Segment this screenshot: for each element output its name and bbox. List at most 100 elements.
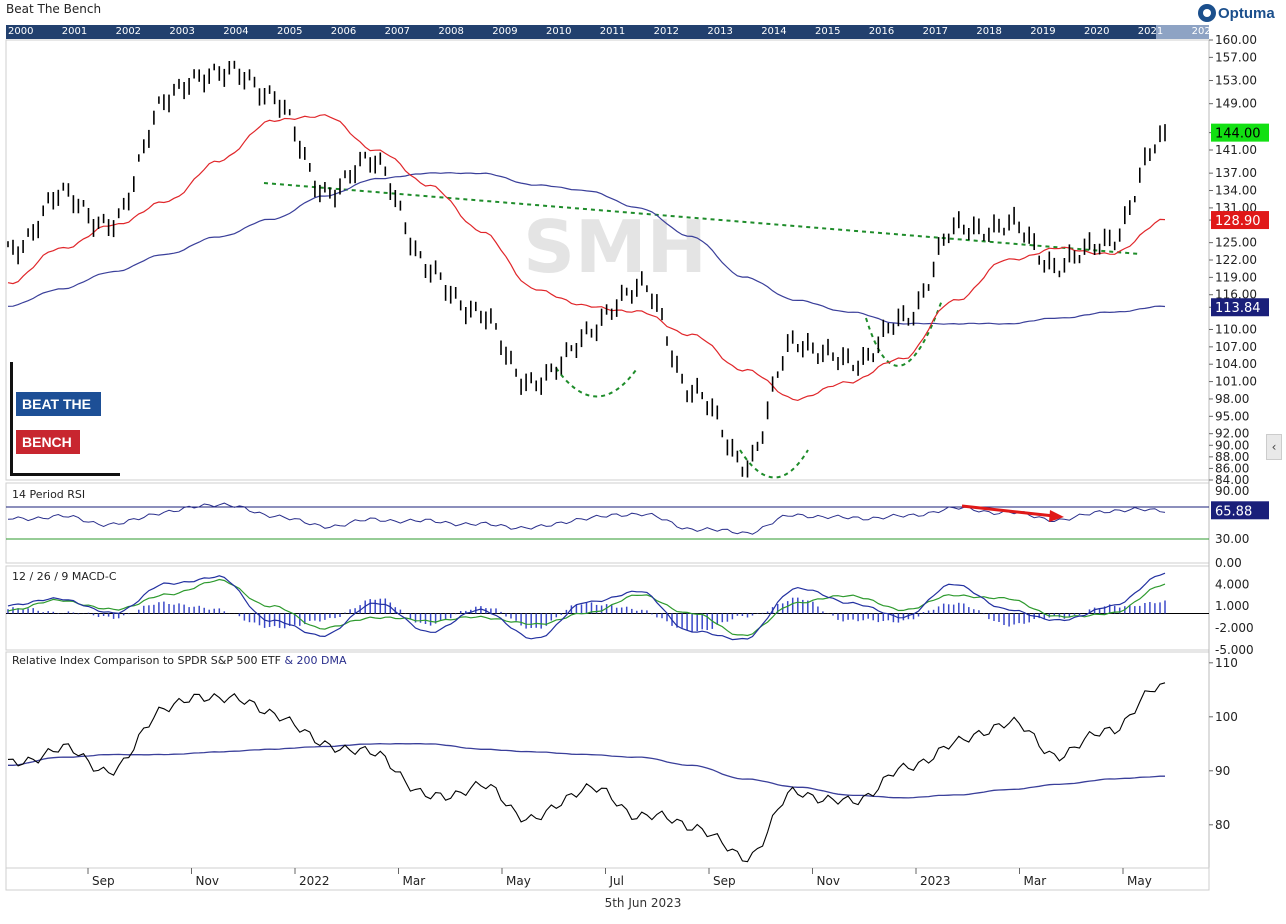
macd-axis-label: -2.000 bbox=[1215, 621, 1254, 635]
price-axis-label: 104.00 bbox=[1215, 357, 1257, 371]
x-axis-label: Sep bbox=[92, 874, 115, 888]
timeline-year-label: 2012 bbox=[653, 26, 680, 37]
panel-frame-3 bbox=[5, 651, 1210, 869]
macd-axis-label: 4.000 bbox=[1215, 577, 1249, 591]
price-axis-label: 101.00 bbox=[1215, 375, 1257, 389]
timeline-year-label: 2006 bbox=[330, 26, 357, 37]
price-axis-label: 125.00 bbox=[1215, 236, 1257, 250]
x-axis-label: Mar bbox=[1024, 874, 1047, 888]
timeline-year-label: 2021 bbox=[1137, 26, 1164, 37]
timeline-year-label: 2009 bbox=[492, 26, 518, 37]
timeline-year-label: 2013 bbox=[707, 26, 733, 37]
ma50-badge: 128.90 bbox=[1215, 214, 1261, 229]
price-axis-label: 149.00 bbox=[1215, 97, 1257, 111]
price-axis-label: 86.00 bbox=[1215, 461, 1249, 475]
price-axis-label: 107.00 bbox=[1215, 340, 1257, 354]
ma200-badge-bg bbox=[1211, 298, 1269, 317]
divergence-arrowhead bbox=[1049, 510, 1064, 522]
macd-line bbox=[7, 572, 1166, 641]
rsi-axis-label: 0.00 bbox=[1215, 556, 1242, 570]
x-axis-label: 2023 bbox=[920, 874, 951, 888]
timeline-year-label: 2002 bbox=[115, 26, 142, 37]
macd-panel-title: 12 / 26 / 9 MACD-C bbox=[12, 570, 117, 583]
x-axis-strip bbox=[5, 867, 1210, 891]
price-axis-label: 92.00 bbox=[1215, 427, 1249, 441]
price-axis-label: 88.00 bbox=[1215, 450, 1249, 464]
optuma-logo: Optuma bbox=[1198, 2, 1275, 24]
price-axis-label: 137.00 bbox=[1215, 166, 1257, 180]
relative-axis-label: 100 bbox=[1215, 710, 1238, 724]
price-axis-label: 90.00 bbox=[1215, 438, 1249, 452]
optuma-logo-text: Optuma bbox=[1218, 4, 1275, 22]
x-axis-label: May bbox=[506, 874, 531, 888]
timeline-year-label: 2019 bbox=[1030, 26, 1056, 37]
x-axis-label: Mar bbox=[403, 874, 426, 888]
ma200-line bbox=[7, 172, 1166, 325]
relative-axis-label: 90 bbox=[1215, 764, 1230, 778]
chart-title: Beat The Bench bbox=[6, 2, 102, 16]
chevron-left-icon: ‹ bbox=[1271, 440, 1277, 454]
panel-frame-1 bbox=[5, 482, 1210, 564]
price-axis-label: 116.00 bbox=[1215, 288, 1257, 302]
badge-bracket-horizontal bbox=[10, 473, 120, 476]
timeline-year-label: 2020 bbox=[1084, 26, 1110, 37]
relative-panel-title: Relative Index Comparison to SPDR S&P 50… bbox=[12, 654, 347, 667]
badge-line-1: BEAT THE bbox=[16, 392, 101, 416]
ma50-line bbox=[7, 114, 1166, 402]
timeline-navigator[interactable]: 2000 2001 2002 2003 2004 2005 2006 2007 2008 2009… bbox=[6, 25, 1209, 39]
x-axis-label: Sep bbox=[713, 874, 736, 888]
rsi-axis-label: 30.00 bbox=[1215, 532, 1249, 546]
timeline-year-label: 2016 bbox=[868, 26, 895, 37]
timeline-year-label: 2022 bbox=[1191, 26, 1209, 37]
price-axis-label: 95.00 bbox=[1215, 409, 1249, 423]
x-axis-label: Jul bbox=[609, 874, 624, 888]
timeline-year-label: 2014 bbox=[761, 26, 787, 37]
timeline-year-label: 2000 bbox=[8, 26, 34, 37]
ticker-watermark: SMH bbox=[523, 205, 707, 289]
rsi-line bbox=[7, 502, 1166, 535]
optuma-logo-icon bbox=[1198, 4, 1216, 22]
macd-axis-label: 1.000 bbox=[1215, 599, 1249, 613]
price-axis-label: 84.00 bbox=[1215, 473, 1249, 487]
panel-collapse-button[interactable]: ‹ bbox=[1266, 434, 1282, 460]
timeline-year-label: 2001 bbox=[61, 26, 88, 37]
x-axis-label: Nov bbox=[817, 874, 840, 888]
relative-ma200-line bbox=[8, 742, 1165, 799]
x-axis-label: 2022 bbox=[299, 874, 330, 888]
timeline-year-label: 2008 bbox=[438, 26, 464, 37]
price-axis-label: 134.00 bbox=[1215, 184, 1257, 198]
left-shoulder-arc bbox=[555, 367, 637, 398]
timeline-selection-handle[interactable] bbox=[1156, 25, 1209, 39]
beat-the-bench-badge: BEAT THE BENCH bbox=[8, 362, 122, 480]
price-axis-label: 160.00 bbox=[1215, 33, 1257, 47]
timeline-year-label: 2017 bbox=[922, 26, 949, 37]
timeline-year-label: 2003 bbox=[169, 26, 195, 37]
timeline-year-label: 2007 bbox=[384, 26, 411, 37]
x-axis-label: May bbox=[1127, 874, 1152, 888]
timeline-year-label: 2011 bbox=[599, 26, 626, 37]
rsi-value-badge-bg bbox=[1211, 501, 1269, 520]
timeline-year-label: 2010 bbox=[546, 26, 572, 37]
relative-axis-label: 80 bbox=[1215, 818, 1230, 832]
badge-line-2: BENCH bbox=[16, 430, 80, 454]
last-price-badge-bg bbox=[1211, 123, 1269, 142]
price-axis-label: 110.00 bbox=[1215, 322, 1257, 336]
rsi-panel-title: 14 Period RSI bbox=[12, 488, 85, 501]
right-shoulder-arc bbox=[865, 299, 943, 367]
timeline-year-label: 2005 bbox=[277, 26, 303, 37]
ma50-badge-bg bbox=[1211, 211, 1269, 230]
macd-signal-line bbox=[7, 578, 1166, 637]
price-axis-label: 157.00 bbox=[1215, 50, 1257, 64]
timeline-year-label: 2004 bbox=[223, 26, 249, 37]
timeline-year-label: 2015 bbox=[815, 26, 841, 37]
ma200-badge: 113.84 bbox=[1215, 301, 1261, 316]
price-axis-label: 122.00 bbox=[1215, 253, 1257, 267]
price-axis-label: 153.00 bbox=[1215, 74, 1257, 88]
neckline-trendline bbox=[263, 182, 1141, 255]
panel-frames bbox=[5, 39, 1210, 891]
last-price-badge: 144.00 bbox=[1215, 127, 1261, 142]
rsi-value-badge: 65.88 bbox=[1215, 504, 1252, 519]
head-arc bbox=[739, 449, 809, 479]
price-axis-label: 119.00 bbox=[1215, 270, 1257, 284]
